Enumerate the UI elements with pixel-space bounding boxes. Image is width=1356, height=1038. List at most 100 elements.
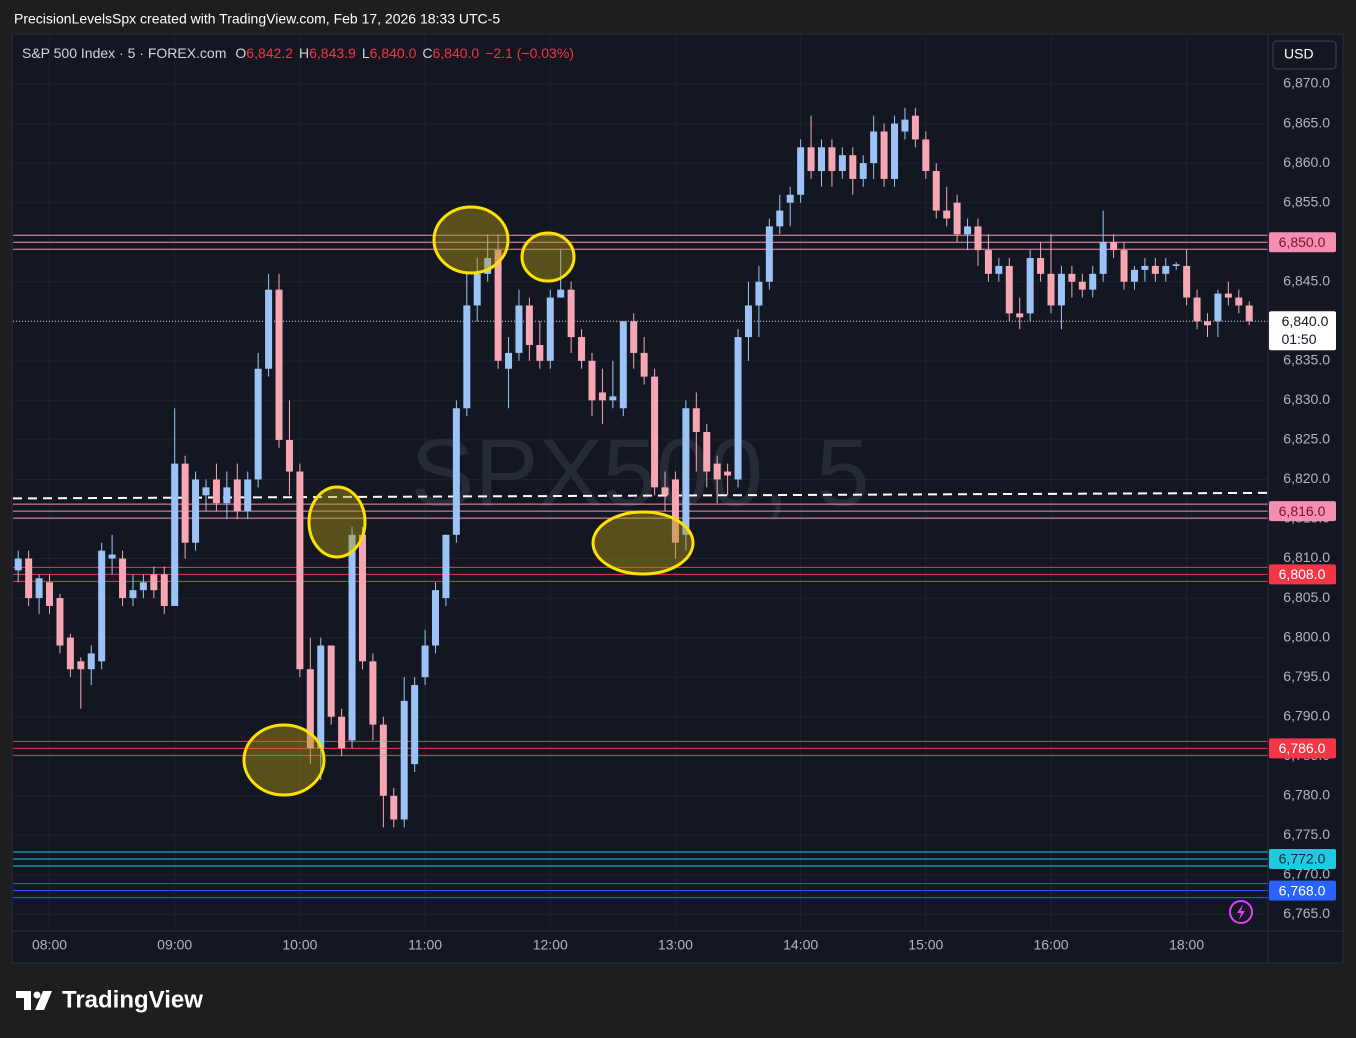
y-tick-label: 6,775.0 xyxy=(1283,826,1330,842)
candle-body xyxy=(922,139,930,172)
level-label: 6,816.0 xyxy=(1279,503,1326,519)
candle-body xyxy=(567,289,575,338)
candle-body xyxy=(171,463,179,606)
x-tick-label: 18:00 xyxy=(1169,937,1204,953)
candle-body xyxy=(1005,265,1013,314)
current-price-bg xyxy=(1269,311,1336,351)
candle-body xyxy=(1120,250,1128,282)
candle-body xyxy=(536,345,544,361)
level-label: 6,786.0 xyxy=(1279,740,1326,756)
y-tick-label: 6,810.0 xyxy=(1283,549,1330,565)
highlight-circle xyxy=(307,485,367,559)
candle-body xyxy=(953,202,961,235)
candle-body xyxy=(1224,293,1232,298)
candle-body xyxy=(192,479,200,543)
level-label-bg xyxy=(1269,232,1336,253)
candle-body xyxy=(1078,281,1086,290)
ohlc-key: C xyxy=(422,45,432,61)
candle-body xyxy=(1057,273,1065,306)
candle-body xyxy=(411,685,419,765)
level-label: 6,850.0 xyxy=(1279,234,1326,250)
candle-body xyxy=(786,194,794,203)
candle-body xyxy=(494,250,502,361)
candle-body xyxy=(880,131,888,179)
candle-body xyxy=(891,123,899,179)
candle-body xyxy=(797,147,805,195)
candle-body xyxy=(682,408,690,535)
candle-body xyxy=(233,479,241,512)
y-tick-label: 6,765.0 xyxy=(1283,905,1330,921)
ohlc-key: O xyxy=(235,45,246,61)
level-label: 6,768.0 xyxy=(1279,882,1326,898)
candle-body xyxy=(400,700,408,820)
candle-body xyxy=(734,337,742,480)
candle-body xyxy=(640,352,648,377)
annotations xyxy=(242,205,695,797)
candle-body xyxy=(98,550,106,662)
y-tick-label: 6,865.0 xyxy=(1283,114,1330,130)
y-tick-label: 6,790.0 xyxy=(1283,707,1330,723)
candle-body xyxy=(984,250,992,274)
candle-body xyxy=(139,582,147,591)
candle-body xyxy=(46,582,54,606)
candle-body xyxy=(1183,265,1191,298)
candle-body xyxy=(463,305,471,409)
candle-body xyxy=(119,558,127,599)
y-tick-label: 6,780.0 xyxy=(1283,786,1330,802)
candle-body xyxy=(338,716,346,749)
watermark: SPX500, 5 xyxy=(411,419,870,526)
ohlc-value: 6,843.9 xyxy=(309,45,356,61)
y-tick-label: 6,870.0 xyxy=(1283,75,1330,91)
candle-body xyxy=(254,368,262,480)
candle-body xyxy=(1193,297,1201,322)
candle-body xyxy=(129,590,137,599)
lightning-button[interactable] xyxy=(1229,900,1253,924)
candle-body xyxy=(223,487,231,504)
ohlc-value: 6,842.2 xyxy=(246,45,293,61)
candle-body xyxy=(1172,264,1180,266)
countdown-label: 01:50 xyxy=(1281,331,1316,347)
candle-body xyxy=(859,163,867,179)
candle-body xyxy=(442,534,450,599)
current-price-label: 6,840.0 xyxy=(1282,313,1329,329)
candle-body xyxy=(557,289,565,298)
level-label-bg xyxy=(1269,849,1336,870)
candle-body xyxy=(473,273,481,306)
x-tick-label: 12:00 xyxy=(533,937,568,953)
candle-body xyxy=(578,337,586,361)
candle-body xyxy=(202,487,210,496)
candle-body xyxy=(995,265,1003,274)
candle-body xyxy=(1235,297,1243,306)
candle-body xyxy=(1203,321,1211,326)
candle-body xyxy=(817,147,825,172)
candle-body xyxy=(1099,242,1107,274)
candle-body xyxy=(421,645,429,678)
y-tick-label: 6,805.0 xyxy=(1283,589,1330,605)
candle-body xyxy=(212,479,220,504)
x-tick-label: 08:00 xyxy=(32,937,67,953)
currency-label: USD xyxy=(1284,46,1314,62)
y-tick-label: 6,830.0 xyxy=(1283,391,1330,407)
candle-body xyxy=(369,661,377,725)
level-label-bg xyxy=(1269,564,1336,585)
candle-body xyxy=(609,396,617,401)
highlight-circle xyxy=(591,510,695,576)
candle-body xyxy=(1214,293,1222,322)
ohlc-value: 6,840.0 xyxy=(370,45,417,61)
x-tick-label: 16:00 xyxy=(1033,937,1068,953)
candle-body xyxy=(66,637,74,670)
candle-body xyxy=(1016,313,1024,318)
candle-body xyxy=(713,463,721,480)
candle-body xyxy=(724,471,732,476)
currency-button[interactable] xyxy=(1272,40,1337,70)
legend: S&P 500 Index · 5 · FOREX.com O6,842.2 H6,… xyxy=(22,45,574,61)
candle-body xyxy=(849,155,857,179)
candle-body xyxy=(1151,265,1159,274)
candle-body xyxy=(807,147,815,172)
candle-body xyxy=(546,297,554,361)
candle-body xyxy=(765,226,773,282)
y-tick-label: 6,835.0 xyxy=(1283,352,1330,368)
candle-body xyxy=(703,431,711,472)
level-label: 6,808.0 xyxy=(1279,566,1326,582)
